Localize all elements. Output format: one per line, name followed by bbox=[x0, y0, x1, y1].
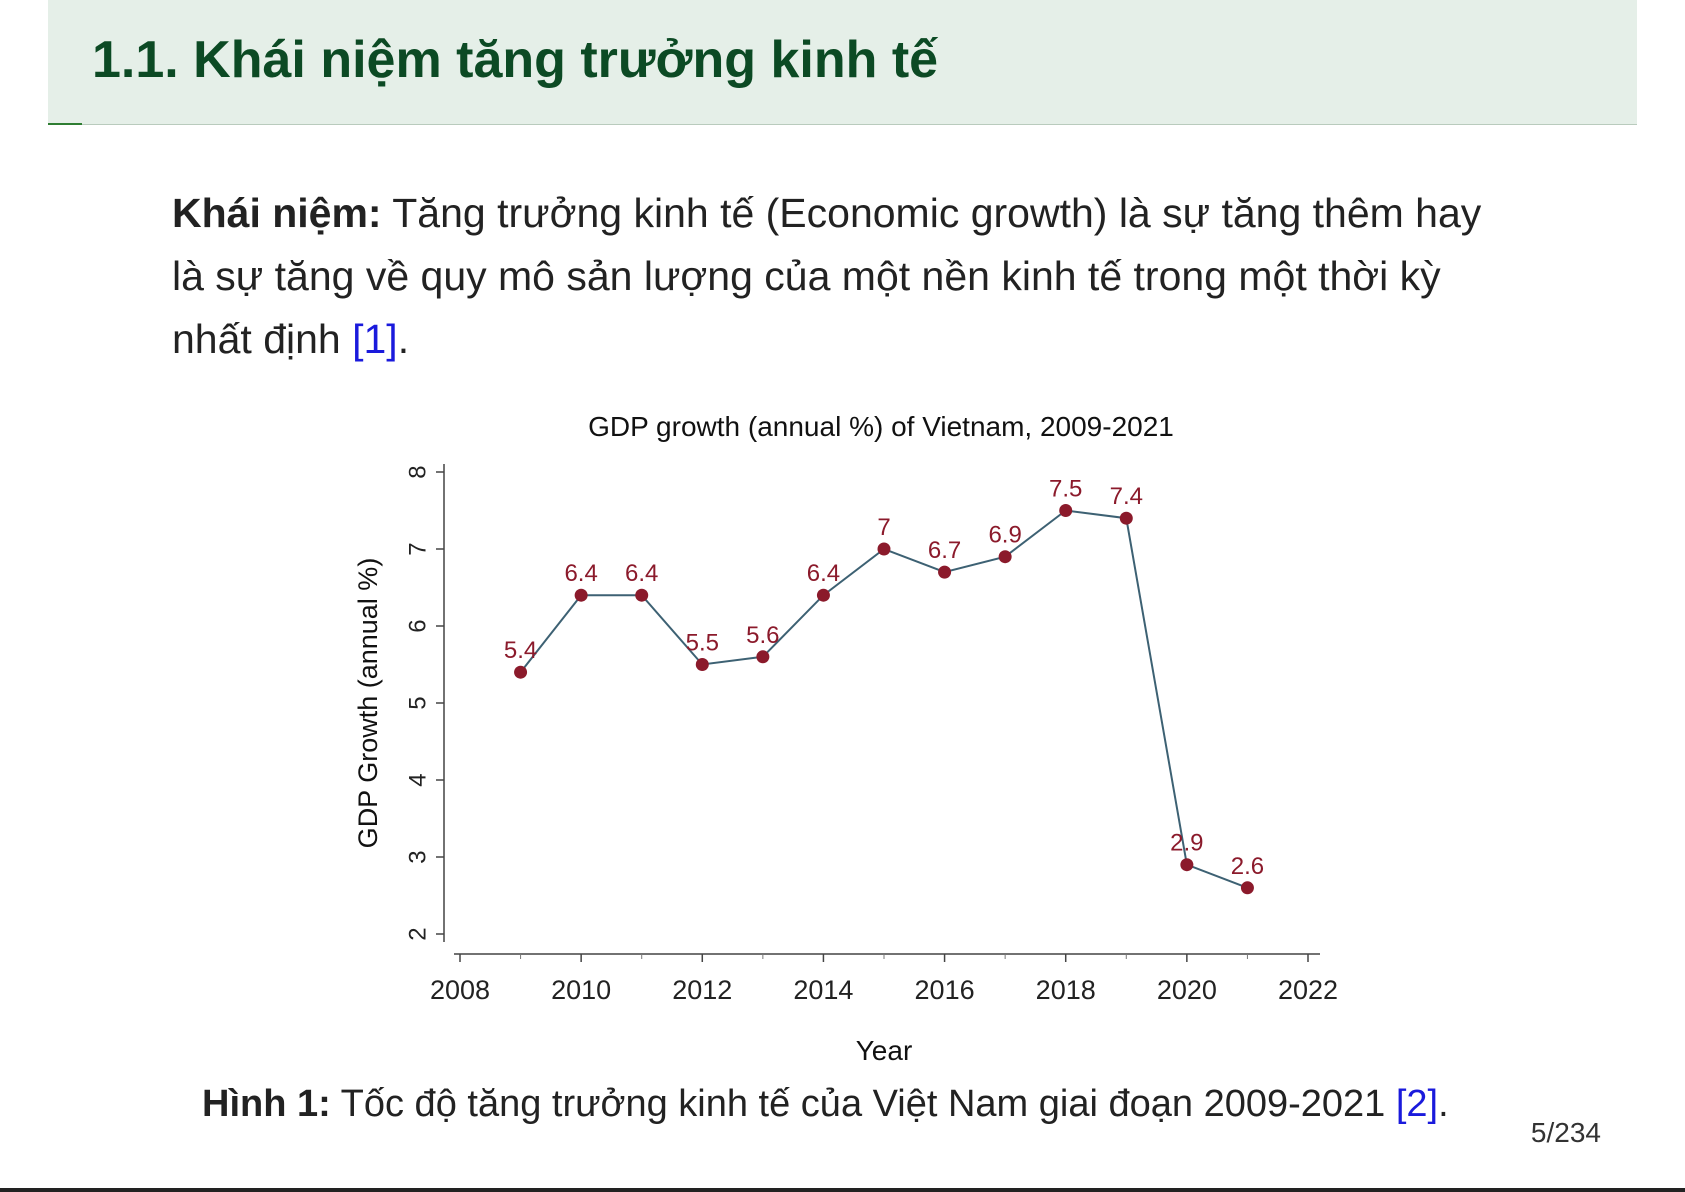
y-tick-label: 7 bbox=[405, 542, 432, 555]
data-point bbox=[514, 665, 528, 679]
definition-text: Tăng trưởng kinh tế (Economic growth) là… bbox=[172, 190, 1482, 362]
y-tick-label: 8 bbox=[405, 465, 432, 478]
caption-text: Tốc độ tăng trưởng kinh tế của Việt Nam … bbox=[330, 1083, 1396, 1125]
gdp-growth-chart: GDP growth (annual %) of Vietnam, 2009-2… bbox=[353, 411, 1338, 1066]
data-label: 2.6 bbox=[1231, 853, 1264, 880]
citation-link-2[interactable]: [2] bbox=[1395, 1083, 1439, 1125]
definition-end: . bbox=[397, 316, 410, 362]
citation-link-1[interactable]: [1] bbox=[352, 316, 398, 362]
x-tick-label: 2018 bbox=[1036, 975, 1096, 1005]
data-label: 7.4 bbox=[1110, 483, 1143, 510]
data-point bbox=[998, 550, 1012, 564]
x-tick-label: 2022 bbox=[1278, 975, 1338, 1005]
slide-title: 1.1. Khái niệm tăng trưởng kinh tế bbox=[92, 31, 939, 89]
data-label: 2.9 bbox=[1170, 830, 1203, 857]
data-label: 7.5 bbox=[1049, 476, 1082, 503]
slide-header bbox=[48, 0, 1637, 125]
data-point bbox=[816, 588, 830, 602]
x-tick-label: 2012 bbox=[672, 975, 732, 1005]
data-point bbox=[756, 650, 770, 664]
bottom-border bbox=[0, 1188, 1685, 1192]
chart-title: GDP growth (annual %) of Vietnam, 2009-2… bbox=[588, 411, 1174, 442]
data-point bbox=[1119, 511, 1133, 525]
y-tick-label: 5 bbox=[405, 696, 432, 709]
x-axis-label: Year bbox=[856, 1035, 913, 1066]
data-label: 6.4 bbox=[625, 560, 658, 587]
x-tick-label: 2016 bbox=[915, 975, 975, 1005]
caption-end: . bbox=[1438, 1083, 1449, 1125]
caption-label: Hình 1: bbox=[202, 1083, 331, 1125]
x-tick-label: 2010 bbox=[551, 975, 611, 1005]
data-point bbox=[695, 658, 709, 671]
x-tick-label: 2008 bbox=[430, 975, 490, 1005]
data-label: 5.6 bbox=[746, 622, 779, 649]
header-accent-line bbox=[48, 123, 82, 125]
data-label: 5.5 bbox=[686, 630, 719, 657]
data-label: 6.4 bbox=[807, 560, 840, 587]
definition-paragraph: Khái niệm: Tăng trưởng kinh tế (Economic… bbox=[172, 182, 1502, 371]
data-label: 6.9 bbox=[988, 522, 1021, 549]
data-label: 5.4 bbox=[504, 637, 537, 664]
page-number: 5/234 bbox=[1530, 1117, 1601, 1148]
data-label: 7 bbox=[877, 514, 890, 541]
definition-label: Khái niệm: bbox=[172, 190, 382, 236]
y-tick-label: 6 bbox=[405, 619, 432, 632]
x-tick-label: 2020 bbox=[1157, 975, 1217, 1005]
x-tick-label: 2014 bbox=[793, 975, 853, 1005]
figure-caption: Hình 1: Tốc độ tăng trưởng kinh tế của V… bbox=[202, 1083, 1449, 1126]
data-label: 6.7 bbox=[928, 537, 961, 564]
data-point bbox=[1240, 881, 1254, 895]
data-point bbox=[877, 542, 891, 556]
data-point bbox=[574, 588, 588, 602]
data-point bbox=[635, 588, 649, 602]
y-axis-label: GDP Growth (annual %) bbox=[353, 558, 383, 849]
data-point bbox=[1180, 858, 1194, 872]
data-point bbox=[1059, 504, 1073, 517]
data-label: 6.4 bbox=[564, 560, 597, 587]
data-point bbox=[938, 565, 952, 579]
y-tick-label: 4 bbox=[405, 773, 432, 786]
y-tick-label: 3 bbox=[405, 850, 432, 863]
y-tick-label: 2 bbox=[405, 927, 432, 940]
